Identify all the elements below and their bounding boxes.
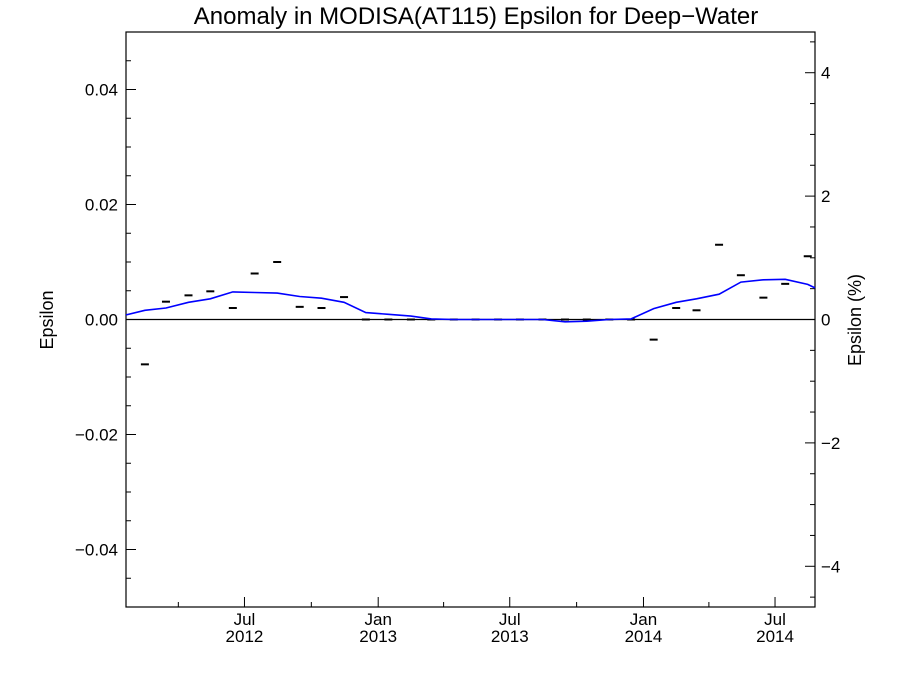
x-tick-label-year: 2014 [756, 627, 794, 646]
smoothed-line [126, 279, 815, 322]
y-axis-right-title: Epsilon (%) [845, 274, 865, 366]
y-left-tick-label: −0.04 [75, 541, 118, 560]
series-group [126, 245, 815, 365]
y-left-tick-label: 0.02 [85, 196, 118, 215]
y-left-tick-label: 0.04 [85, 81, 118, 100]
x-tick-label-year: 2013 [491, 627, 529, 646]
x-tick-label-year: 2012 [226, 627, 264, 646]
y-right-tick-label: 2 [821, 187, 830, 206]
chart: Anomaly in MODISA(AT115) Epsilon for Dee… [0, 0, 900, 675]
y-right-tick-label: −4 [821, 557, 840, 576]
y-left-tick-label: 0.00 [85, 311, 118, 330]
y-left-tick-label: −0.02 [75, 426, 118, 445]
y-right-tick-label: 0 [821, 311, 830, 330]
x-tick-label-year: 2013 [359, 627, 397, 646]
y-right-tick-label: 4 [821, 64, 830, 83]
x-tick-label-year: 2014 [625, 627, 663, 646]
y-right-tick-label: −2 [821, 434, 840, 453]
y-axis-left-title: Epsilon [37, 290, 57, 349]
chart-title: Anomaly in MODISA(AT115) Epsilon for Dee… [194, 3, 758, 30]
